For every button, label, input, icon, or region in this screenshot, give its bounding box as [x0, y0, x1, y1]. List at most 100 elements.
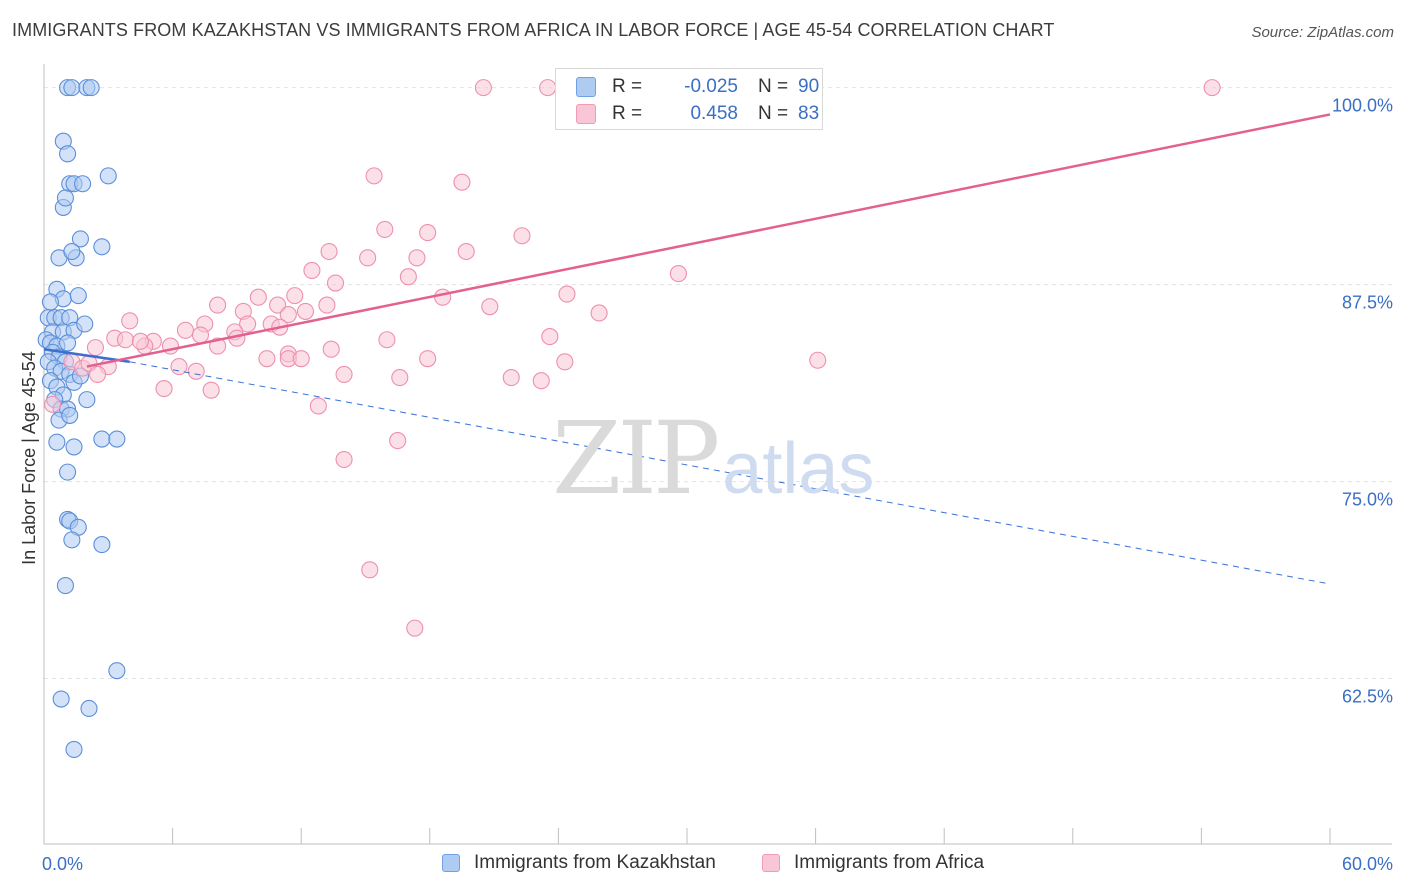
r-value: -0.025	[684, 76, 738, 97]
africa-point	[809, 351, 827, 369]
africa-point	[309, 397, 327, 415]
kazakhstan-point	[59, 463, 77, 481]
kazakhstan-point	[65, 438, 83, 456]
r-label: R =	[612, 76, 643, 97]
africa-point	[361, 561, 379, 579]
africa-legend-swatch	[762, 854, 780, 872]
kazakhstan-point	[82, 79, 100, 97]
africa-point	[513, 227, 531, 245]
axes	[43, 64, 1392, 845]
africa-trend-solid	[86, 113, 1331, 368]
n-label: N =	[758, 103, 789, 124]
africa-point	[258, 350, 276, 368]
r-value: 0.458	[690, 103, 738, 124]
chart-title: IMMIGRANTS FROM KAZAKHSTAN VS IMMIGRANTS…	[12, 20, 1055, 40]
africa-point	[539, 79, 557, 97]
r-label: R =	[612, 103, 643, 124]
kazakhstan-point	[41, 293, 59, 311]
series-legend: Immigrants from Kazakhstan Immigrants fr…	[0, 850, 1406, 880]
kazakhstan-point	[52, 690, 70, 708]
africa-points	[44, 79, 1221, 637]
africa-point	[389, 432, 407, 450]
africa-point	[481, 298, 499, 316]
kazakhstan-point	[80, 699, 98, 718]
africa-point	[419, 224, 437, 242]
africa-point	[365, 167, 383, 185]
africa-point	[556, 353, 574, 371]
africa-point	[406, 619, 424, 637]
africa-point	[502, 369, 520, 387]
kazakhstan-point	[48, 433, 66, 451]
y-tick-label: 87.5%	[1342, 293, 1393, 313]
africa-point	[86, 339, 104, 357]
kazakhstan-point	[56, 189, 74, 207]
africa-point	[474, 79, 492, 97]
africa-point	[335, 365, 353, 383]
kazakhstan-point	[63, 79, 81, 97]
x-tick-label-min: 0.0%	[42, 854, 83, 874]
kazakhstan-point	[61, 406, 79, 424]
legend-item-africa[interactable]: Immigrants from Africa	[762, 852, 984, 874]
legend-label-kazakhstan: Immigrants from Kazakhstan	[474, 852, 716, 873]
africa-point	[457, 242, 475, 261]
africa-point	[249, 288, 267, 306]
africa-point	[399, 268, 417, 286]
africa-point	[590, 304, 608, 322]
africa-point	[541, 328, 559, 346]
africa-point	[89, 365, 107, 383]
africa-point	[155, 380, 173, 398]
kazakhstan-point	[93, 430, 111, 448]
africa-point	[303, 261, 321, 279]
africa-point	[318, 296, 336, 314]
africa-point	[239, 315, 257, 333]
africa-point	[121, 312, 139, 330]
kazakhstan-point	[99, 167, 117, 185]
kazakhstan-swatch	[576, 77, 596, 97]
africa-point	[558, 285, 576, 303]
kazakhstan-point	[76, 315, 94, 333]
kazakhstan-point	[108, 430, 126, 448]
kazakhstan-point	[78, 391, 96, 409]
africa-point	[131, 332, 149, 350]
n-value: 90	[798, 76, 820, 97]
africa-point	[391, 369, 409, 387]
y-axis-label: In Labor Force | Age 45-54	[19, 351, 39, 565]
kazakhstan-legend-swatch	[442, 854, 460, 872]
kazakhstan-point	[69, 287, 87, 305]
africa-point	[269, 296, 287, 314]
stats-legend: R = -0.025 N = 90 R = 0.458 N = 83	[555, 68, 823, 130]
grid-lines	[44, 87, 1392, 680]
n-label: N =	[758, 76, 789, 97]
source-label: Source: ZipAtlas.com	[1251, 24, 1394, 41]
n-value: 83	[798, 103, 820, 124]
africa-swatch	[576, 104, 596, 124]
kazakhstan-point	[65, 740, 83, 759]
africa-point	[434, 288, 452, 306]
y-tick-label: 62.5%	[1342, 687, 1393, 707]
kazakhstan-point	[59, 334, 77, 352]
africa-point	[322, 340, 340, 358]
africa-point	[320, 242, 338, 261]
africa-point	[408, 249, 426, 267]
trend-lines	[43, 113, 1331, 585]
africa-point	[669, 265, 687, 283]
africa-point	[1203, 79, 1221, 97]
legend-label-africa: Immigrants from Africa	[794, 852, 985, 873]
africa-point	[326, 274, 345, 292]
africa-point	[292, 350, 310, 368]
africa-point	[209, 296, 227, 314]
kazakhstan-trend-dashed	[129, 361, 1331, 585]
africa-point	[376, 220, 394, 239]
tick-labels: 62.5% 75.0% 87.5% 100.0% 0.0% 60.0%	[42, 96, 1393, 874]
kazakhstan-point	[63, 242, 81, 261]
africa-point	[176, 321, 195, 339]
x-tick-label-max: 60.0%	[1342, 854, 1393, 874]
africa-point	[191, 326, 210, 344]
legend-item-kazakhstan[interactable]: Immigrants from Kazakhstan	[442, 852, 716, 874]
kazakhstan-points	[37, 79, 126, 759]
africa-point	[453, 173, 471, 191]
africa-point	[286, 287, 304, 305]
y-tick-label: 100.0%	[1332, 96, 1393, 116]
africa-point	[378, 331, 396, 349]
